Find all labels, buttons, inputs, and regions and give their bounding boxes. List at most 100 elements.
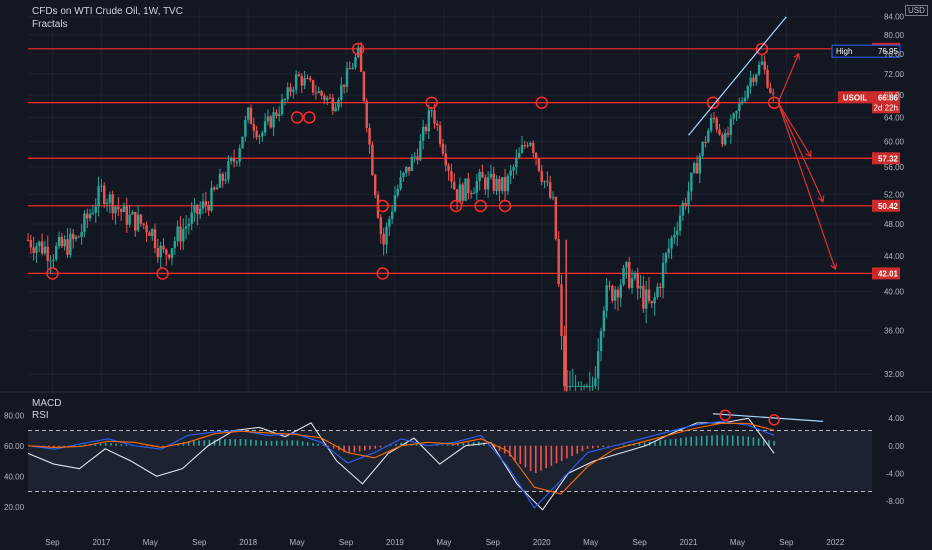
candle-body <box>292 89 295 92</box>
candle-body <box>580 385 583 387</box>
macd-histogram-bar <box>472 441 475 446</box>
candle-body <box>167 254 171 258</box>
macd-histogram-bar <box>436 445 439 446</box>
candle-body <box>255 130 258 138</box>
candle-body <box>258 136 261 138</box>
price-axis[interactable]: 84.00 80.00 76.00 72.00 68.00 64.00 60.00 56.00… <box>884 13 905 379</box>
candle-body <box>283 99 287 101</box>
candle-body <box>419 140 422 161</box>
last-price-label: 66.86 <box>878 93 899 102</box>
candle-body <box>732 113 735 119</box>
candle-body <box>362 71 366 101</box>
fractal-marker-circle <box>46 267 59 280</box>
candle-body <box>77 236 81 238</box>
time-tick-label: 2020 <box>533 538 551 547</box>
macd-histogram-bar <box>566 445 568 459</box>
fractal-marker-circle <box>303 111 316 124</box>
time-tick-label: Sep <box>779 538 794 547</box>
candle-body <box>472 192 476 194</box>
symbol-tag <box>838 91 872 104</box>
candle-body <box>724 132 727 145</box>
candle-body <box>647 289 651 302</box>
macd-histogram-bar <box>161 445 164 447</box>
candle-body <box>399 177 402 189</box>
candle-body <box>749 77 752 87</box>
macd-histogram-bar <box>364 445 366 451</box>
macd-histogram-bar <box>747 436 750 446</box>
macd-histogram-bar <box>514 445 516 461</box>
macd-histogram-bar <box>353 445 356 453</box>
macd-histogram-bar <box>275 440 278 446</box>
macd-histogram-bar <box>659 440 661 446</box>
candle-body <box>148 232 151 237</box>
candle-body <box>540 170 543 182</box>
high-tag-label: High <box>836 47 852 56</box>
time-tick-label: Sep <box>45 538 60 547</box>
candle-body <box>359 47 363 72</box>
candle-body <box>176 226 179 242</box>
candle-body <box>224 179 227 181</box>
candle-body <box>190 212 193 224</box>
candle-body <box>128 214 131 225</box>
candle-body <box>492 173 495 191</box>
candle-body <box>230 158 233 162</box>
candle-body <box>385 226 388 245</box>
last-price-tag <box>872 91 900 114</box>
candle-body <box>755 74 758 82</box>
candle-body <box>478 171 481 182</box>
candle-body <box>577 385 580 387</box>
candle-body <box>170 248 174 258</box>
horizontal-levels[interactable]: 77.0366.6157.3250.4242.01High76.95USOIL6… <box>28 42 901 280</box>
macd-histogram-bar <box>379 445 382 448</box>
price-tick-label: 60.00 <box>884 137 905 146</box>
candle-body <box>241 136 244 149</box>
fractal-marker-circle <box>425 96 438 109</box>
macd-histogram-bar <box>291 440 294 446</box>
macd-histogram-bar <box>53 445 55 448</box>
level-price-tag <box>872 199 900 212</box>
macd-histogram-bar <box>317 443 319 446</box>
candle-body <box>676 230 679 235</box>
macd-histogram-bar <box>524 445 527 468</box>
candle-body <box>529 142 532 146</box>
candle-body <box>162 245 165 250</box>
macd-histogram-bar <box>721 434 724 446</box>
candle-body <box>515 157 518 168</box>
candle-body <box>32 247 35 253</box>
price-tick-label: 56.00 <box>884 163 905 172</box>
drawing-annotations[interactable] <box>46 16 838 280</box>
candle-body <box>636 273 639 289</box>
macd-histogram-bar <box>384 445 387 447</box>
time-tick-label: Sep <box>192 538 207 547</box>
macd-histogram-bar <box>415 444 418 446</box>
currency-badge[interactable]: USD <box>905 5 928 16</box>
time-tick-label: Sep <box>486 538 501 547</box>
macd-histogram-bar <box>193 440 195 446</box>
macd-histogram-bar <box>446 444 449 446</box>
candle-body <box>616 289 620 298</box>
macd-histogram-bar <box>762 439 765 446</box>
price-tick-label: 64.00 <box>884 113 905 122</box>
macd-histogram-bar <box>638 442 641 446</box>
macd-histogram-bar <box>84 444 86 446</box>
countdown-label: 2d 22h <box>874 103 898 112</box>
candle-body <box>182 228 185 242</box>
macd-histogram-bar <box>182 442 185 446</box>
candle-body <box>165 249 168 255</box>
macd-histogram-bar <box>260 440 262 446</box>
price-tick-label: 72.00 <box>884 70 905 79</box>
candle-body <box>543 181 546 183</box>
candle-body <box>625 262 628 268</box>
time-tick-label: May <box>143 538 158 547</box>
candle-body <box>526 145 529 147</box>
candle-body <box>503 177 507 192</box>
time-axis[interactable]: Sep 2017 May Sep 2018 May Sep 2019 May Sep 2020 May… <box>45 538 844 547</box>
candle-body <box>757 64 761 75</box>
candle-body <box>365 100 368 128</box>
candle-body <box>173 241 176 249</box>
candle-body <box>596 351 600 379</box>
time-tick-label: 2018 <box>239 538 257 547</box>
candle-body <box>131 211 134 215</box>
candle-body <box>738 103 741 111</box>
